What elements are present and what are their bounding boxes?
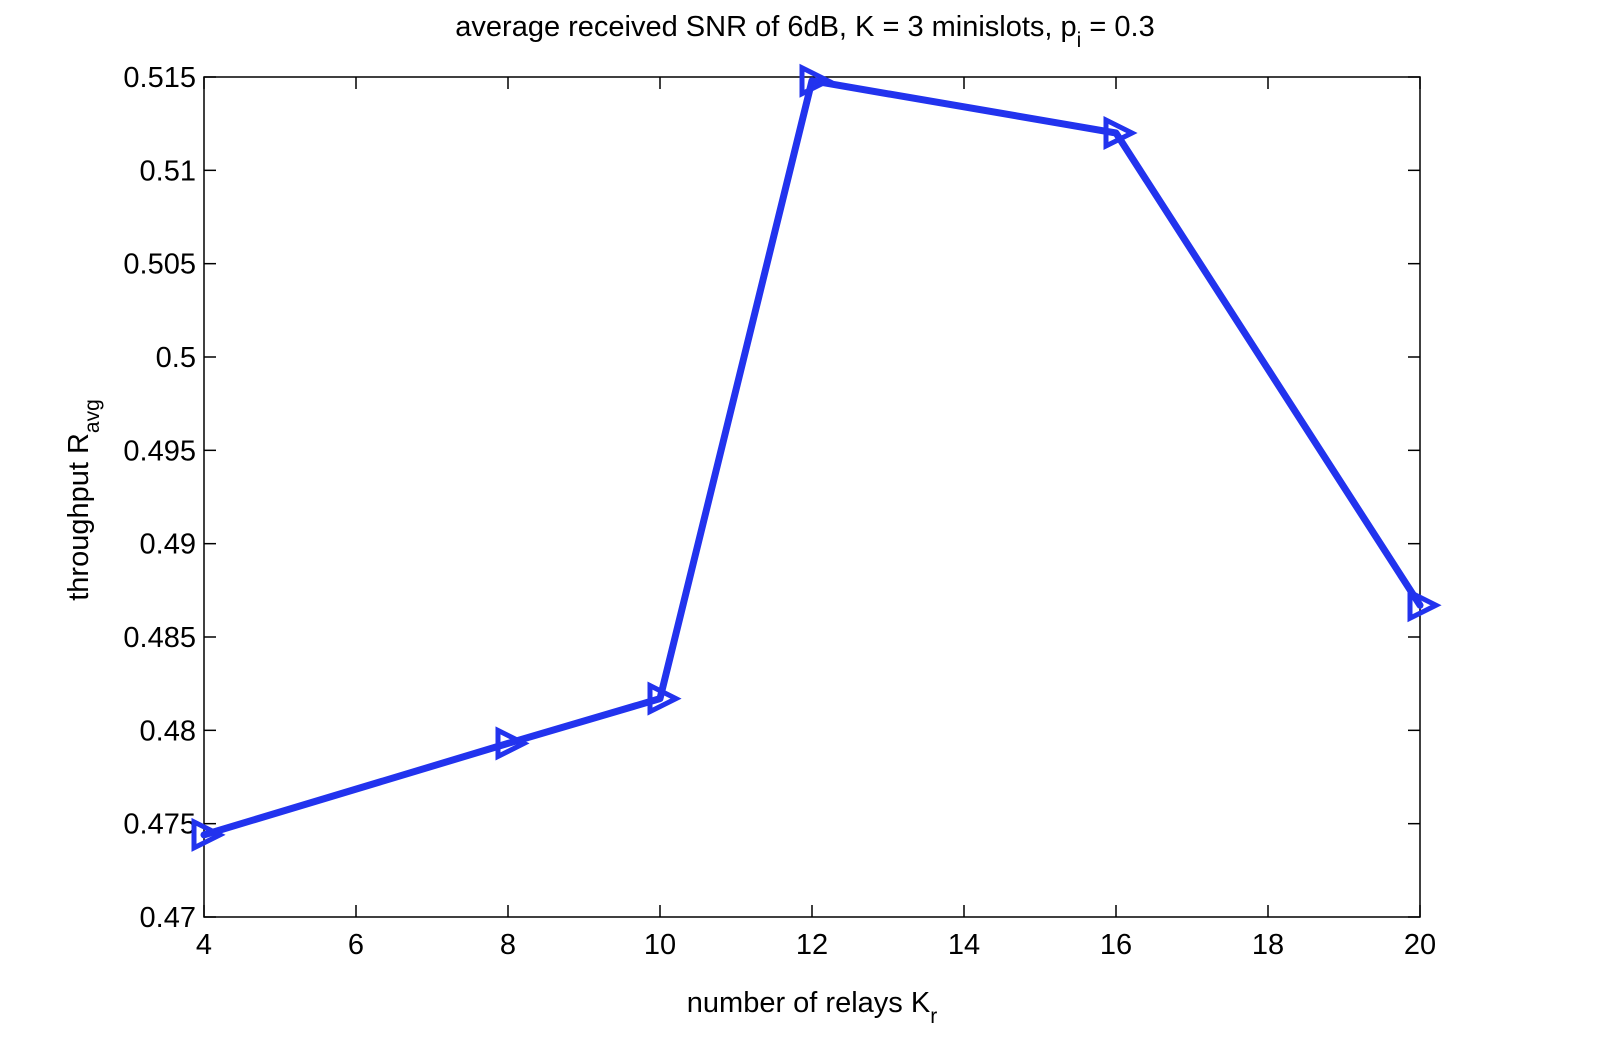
y-tick-label: 0.475 — [123, 809, 196, 841]
x-tick-label: 20 — [1404, 929, 1436, 961]
y-tick-label: 0.505 — [123, 249, 196, 281]
x-tick-label: 10 — [644, 929, 676, 961]
data-point-marker — [647, 681, 682, 716]
x-axis-label-main: number of relays K — [687, 987, 931, 1019]
x-tick-label: 12 — [796, 929, 828, 961]
y-axis-label: throughput Ravg — [63, 399, 104, 601]
chart-title: average received SNR of 6dB, K = 3 minis… — [455, 11, 1154, 52]
axes-frame — [203, 76, 1421, 918]
y-axis-label-subscript: avg — [81, 399, 104, 433]
y-tick-label: 0.485 — [123, 622, 196, 654]
data-point-marker — [191, 817, 226, 852]
data-point-marker — [1407, 588, 1442, 623]
y-tick-label: 0.5 — [156, 342, 196, 374]
data-point-marker — [1103, 115, 1138, 151]
x-tick-label: 14 — [948, 929, 980, 961]
x-tick-label: 18 — [1252, 929, 1284, 961]
y-tick-label: 0.49 — [140, 529, 196, 561]
x-axis-ticks: 4 6 8 10 12 14 16 18 20 — [196, 77, 1436, 961]
x-tick-label: 6 — [348, 929, 364, 961]
x-axis-label: number of relays Kr — [687, 987, 937, 1028]
data-point-marker — [799, 63, 834, 98]
chart-title-subscript: i — [1077, 29, 1082, 52]
x-tick-label: 4 — [196, 929, 212, 961]
series-layer — [191, 63, 1442, 852]
plot-area-border — [203, 76, 1421, 918]
series-line — [200, 77, 1424, 839]
y-axis-label-main: throughput R — [63, 433, 95, 601]
y-tick-label: 0.51 — [140, 155, 196, 187]
y-axis-ticks: 0.47 0.475 0.48 0.485 0.49 0.495 0.5 0.505 0.51 0… — [123, 62, 1420, 934]
y-tick-label: 0.515 — [123, 62, 196, 94]
chart-title-main: average received SNR of 6dB, K = 3 minis… — [455, 11, 1076, 43]
y-tick-label: 0.48 — [140, 715, 196, 747]
x-axis-label-subscript: r — [930, 1005, 937, 1028]
y-tick-label: 0.47 — [140, 902, 196, 934]
chart-title-tail: = 0.3 — [1081, 11, 1154, 43]
x-tick-label: 8 — [500, 929, 516, 961]
y-tick-label: 0.495 — [123, 435, 196, 467]
x-tick-label: 16 — [1100, 929, 1132, 961]
data-point-marker — [495, 726, 530, 761]
